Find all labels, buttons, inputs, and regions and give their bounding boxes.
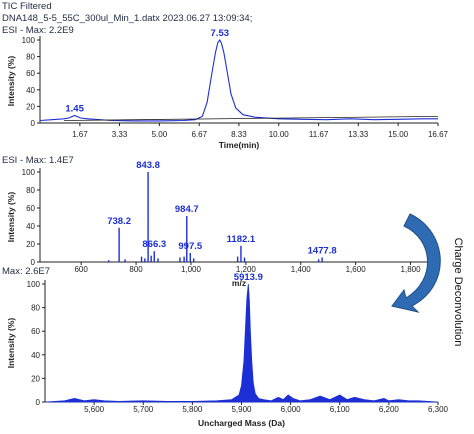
x-tick-label: 6,100 <box>330 405 351 414</box>
x-tick-label: 11.67 <box>309 130 329 139</box>
x-tick-label: 13.33 <box>348 130 369 139</box>
y-tick-label: 80 <box>31 304 40 313</box>
x-tick-label: 6,200 <box>379 405 400 414</box>
x-tick-label: 5,900 <box>231 405 252 414</box>
x-tick-label: 6.67 <box>191 130 207 139</box>
x-tick-label: 8.33 <box>231 130 247 139</box>
y-tick-label: 80 <box>26 53 35 62</box>
y-tick-label: 60 <box>26 204 35 213</box>
mass-area-series <box>44 283 439 403</box>
peak-label: 5913.9 <box>234 272 263 283</box>
x-axis-title: m/z <box>232 278 246 288</box>
x-tick-label: 800 <box>129 265 143 274</box>
x-tick-label: 600 <box>74 265 88 274</box>
y-tick-label: 60 <box>31 327 40 336</box>
x-tick-label: 10.00 <box>269 130 290 139</box>
x-tick-label: 5.00 <box>152 130 168 139</box>
x-tick-label: 5,800 <box>182 405 203 414</box>
y-tick-label: 20 <box>26 240 35 249</box>
x-tick-label: 5,700 <box>133 405 154 414</box>
y-tick-label: 100 <box>22 168 36 177</box>
x-tick-label: 1,400 <box>291 265 312 274</box>
chart-header-max: ESI - Max: 2.2E9 <box>2 25 74 36</box>
x-tick-label: 5,600 <box>84 405 105 414</box>
curved-arrow-icon <box>391 213 441 313</box>
peak-label: 1182.1 <box>227 234 256 245</box>
chart-max-label: Max: 2.6E7 <box>2 266 50 277</box>
chart-header-title: TIC Filtered <box>2 1 52 12</box>
peak-label: 1477.8 <box>308 246 337 257</box>
peak-label: 984.7 <box>175 204 199 215</box>
y-tick-label: 40 <box>26 222 35 231</box>
y-axis-title: Intensity (%) <box>6 56 16 107</box>
x-tick-label: 1,200 <box>236 265 257 274</box>
x-tick-label: 15.00 <box>388 130 409 139</box>
y-axis-title: Intensity (%) <box>6 318 16 369</box>
y-tick-label: 40 <box>26 86 35 95</box>
x-axis-title: Uncharged Mass (Da) <box>198 418 285 428</box>
x-tick-label: 1,600 <box>346 265 367 274</box>
x-tick-label: 16.67 <box>428 130 449 139</box>
baseline-line <box>63 115 439 121</box>
x-tick-label: 1.67 <box>72 130 88 139</box>
peak-label: 1.45 <box>65 104 84 115</box>
y-tick-label: 20 <box>26 102 35 111</box>
x-tick-label: 1,800 <box>401 265 422 274</box>
y-tick-label: 20 <box>31 374 40 383</box>
y-tick-label: 80 <box>26 186 35 195</box>
peak-label: 843.8 <box>136 160 160 171</box>
y-tick-label: 60 <box>26 69 35 78</box>
y-tick-label: 0 <box>31 119 36 128</box>
x-tick-label: 6,300 <box>428 405 449 414</box>
peak-label: 7.53 <box>211 28 230 39</box>
y-tick-label: 0 <box>31 258 36 267</box>
y-tick-label: 40 <box>31 351 40 360</box>
peak-label: 997.5 <box>178 241 202 252</box>
chart-max-label: ESI - Max: 1.4E7 <box>2 155 74 166</box>
x-tick-label: 1,000 <box>181 265 202 274</box>
y-tick-label: 0 <box>36 398 41 407</box>
x-tick-label: 3.33 <box>112 130 128 139</box>
chart-header-file: DNA148_5-5_55C_300ul_Min_1.datx 2023.06.… <box>2 13 253 24</box>
y-tick-label: 100 <box>22 36 36 45</box>
peak-label: 866.3 <box>142 239 166 250</box>
peak-label: 738.2 <box>107 216 131 227</box>
y-axis-title: Intensity (%) <box>6 192 16 243</box>
tic-series-line <box>39 38 438 122</box>
side-label-charge-deconvolution: Charge Deconvolution <box>452 238 464 347</box>
y-tick-label: 100 <box>27 280 41 289</box>
x-tick-label: 6,000 <box>281 405 302 414</box>
x-axis-title: Time(min) <box>219 140 260 150</box>
